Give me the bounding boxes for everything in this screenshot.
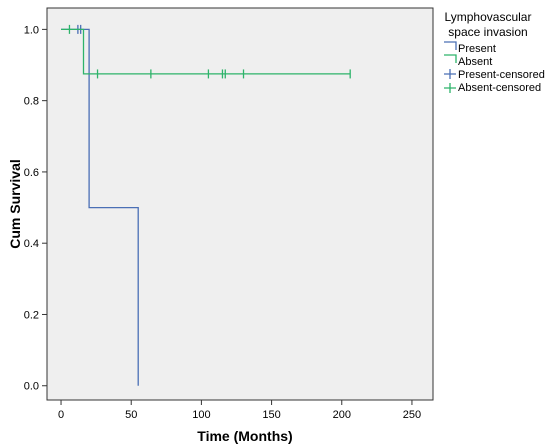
legend-entry-absent: Absent <box>444 54 492 68</box>
legend-label-absent: Absent <box>458 56 492 68</box>
legend-swatch-present <box>444 41 457 50</box>
plot-area <box>46 7 434 401</box>
x-tick-label-1: 50 <box>125 409 137 421</box>
x-axis-label: Time (Months) <box>197 428 292 444</box>
legend-label-present: Present <box>458 43 496 55</box>
y-tick-label-3: 0.6 <box>24 167 39 179</box>
series-line-absent <box>61 28 351 75</box>
x-tick-label-3: 150 <box>262 409 280 421</box>
legend-swatch-absent <box>444 54 457 63</box>
legend-title-line-1: Lymphovascular <box>445 10 532 24</box>
legend-entry-absent-censored: Absent-censored <box>444 82 541 94</box>
y-tick-label-2: 0.4 <box>24 238 39 250</box>
x-tick-label-2: 100 <box>192 409 210 421</box>
legend-swatch-absent-censored <box>444 83 456 93</box>
x-axis-ticks: 0 50 100 150 200 250 <box>58 400 421 421</box>
legend-entry-present: Present <box>444 41 496 55</box>
legend-label-present-censored: Present-censored <box>458 69 545 81</box>
y-tick-label-1: 0.2 <box>24 309 39 321</box>
legend-label-absent-censored: Absent-censored <box>458 82 541 94</box>
y-tick-label-4: 0.8 <box>24 96 39 108</box>
y-axis-ticks: 0.0 0.2 0.4 0.6 0.8 1.0 <box>24 24 47 393</box>
x-tick-label-4: 200 <box>333 409 351 421</box>
x-tick-label-0: 0 <box>58 409 64 421</box>
series-layer <box>61 24 351 386</box>
y-axis-label: Cum Survival <box>7 159 23 248</box>
legend-swatch-present-censored <box>444 69 456 79</box>
x-tick-label-5: 250 <box>403 409 421 421</box>
legend: Lymphovascular space invasion Present Ab… <box>444 10 545 94</box>
y-tick-label-5: 1.0 <box>24 24 39 36</box>
legend-entry-present-censored: Present-censored <box>444 69 545 81</box>
legend-title-line-2: space invasion <box>448 25 527 39</box>
y-tick-label-0: 0.0 <box>24 381 39 393</box>
